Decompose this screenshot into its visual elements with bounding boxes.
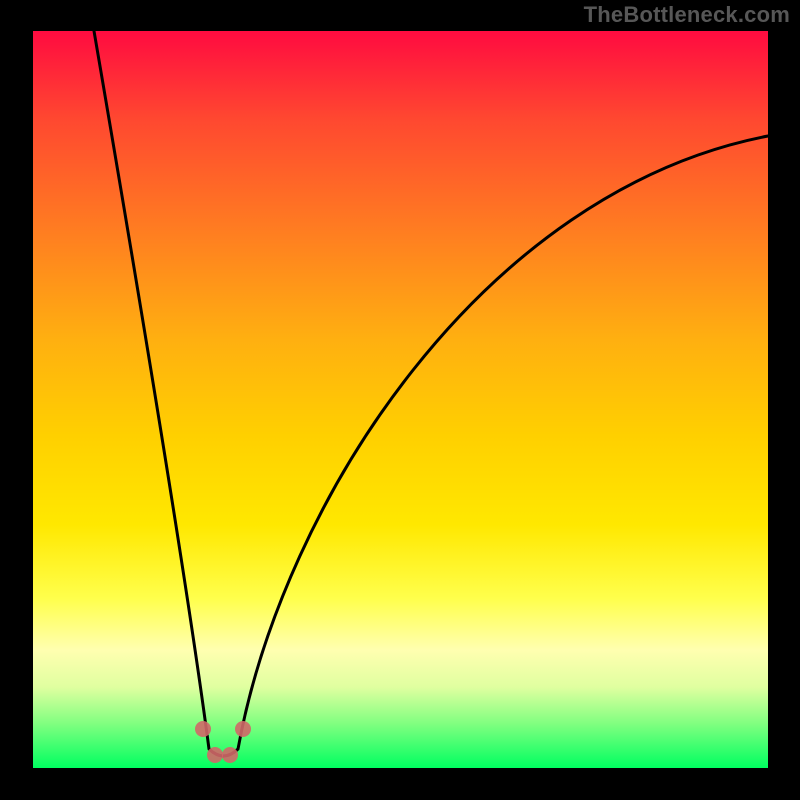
watermark-text: TheBottleneck.com (584, 2, 790, 28)
valley-marker (207, 747, 223, 763)
chart-plot-area (33, 31, 768, 768)
bottleneck-curve-path (94, 31, 768, 756)
bottleneck-curve (33, 31, 768, 768)
valley-markers (195, 721, 251, 763)
valley-marker (195, 721, 211, 737)
valley-marker (222, 747, 238, 763)
valley-marker (235, 721, 251, 737)
